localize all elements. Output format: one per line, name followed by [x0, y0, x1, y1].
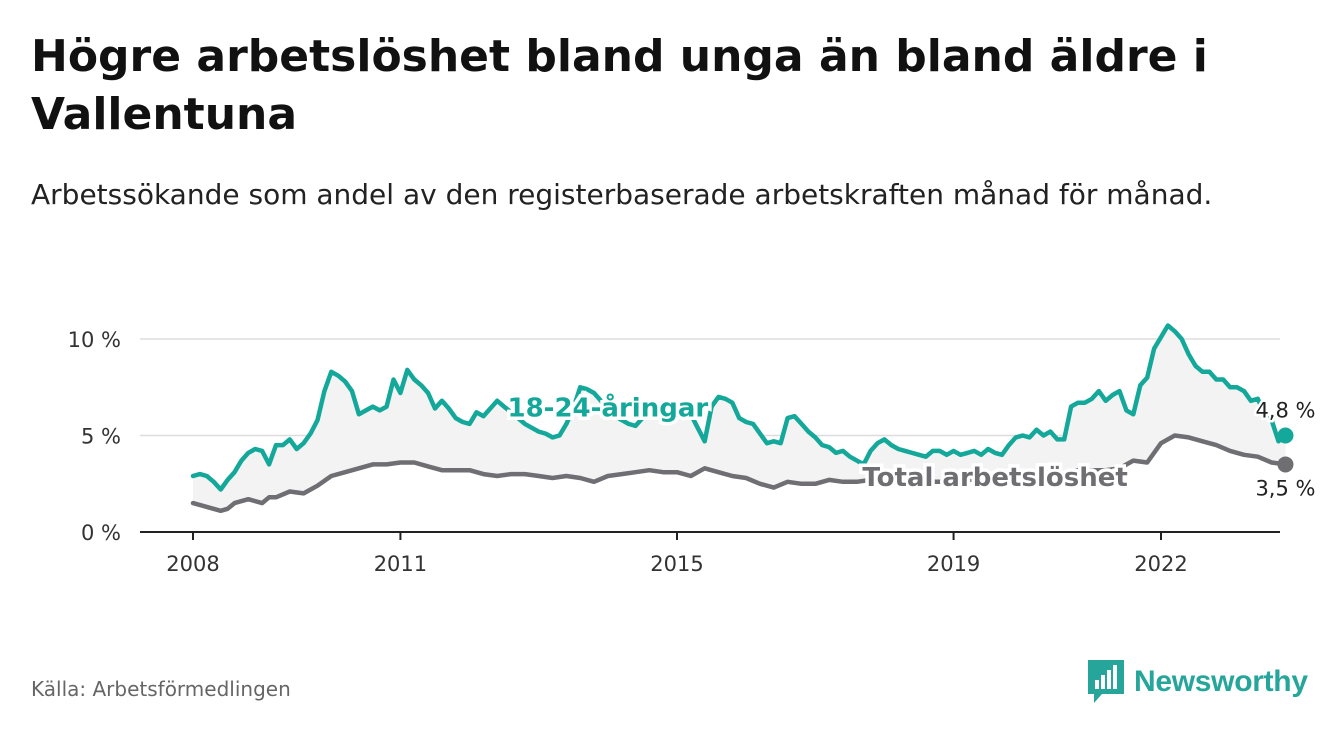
series-layer	[190, 323, 1294, 514]
newsworthy-logo: Newsworthy	[1088, 660, 1308, 704]
x-axis	[140, 531, 1280, 540]
y-tick-label: 0 %	[81, 521, 121, 545]
x-tick-label: 2022	[1134, 552, 1187, 576]
newsworthy-icon	[1088, 660, 1124, 703]
x-tick-label: 2008	[166, 552, 219, 576]
x-tick-label: 2019	[927, 552, 980, 576]
series-line-youth	[190, 323, 1288, 492]
series-label-total: Total arbetslöshet	[862, 463, 1127, 493]
labels-layer: 0 % 5 % 10 % 2008 2011 2015 2019 2022 4,8 % 3,5 %…	[68, 328, 1318, 576]
end-value-label-total: 3,5 %	[1255, 476, 1315, 500]
end-value-label-youth: 4,8 %	[1255, 399, 1315, 423]
y-tick-label: 5 %	[81, 425, 121, 449]
series-label-youth: 18-24-åringar	[507, 391, 708, 423]
chart-title: Högre arbetslöshet bland unga än bland ä…	[31, 31, 1208, 140]
end-point-total	[1277, 456, 1294, 473]
end-point-youth	[1277, 427, 1294, 444]
y-tick-label: 10 %	[68, 328, 121, 352]
chart-subtitle: Arbetssökande som andel av den registerb…	[31, 178, 1213, 211]
brand-name: Newsworthy	[1134, 665, 1308, 698]
series-line-total	[190, 433, 1288, 514]
x-tick-label: 2015	[650, 552, 703, 576]
x-tick-label: 2011	[374, 552, 427, 576]
source-note: Källa: Arbetsförmedlingen	[31, 677, 291, 701]
